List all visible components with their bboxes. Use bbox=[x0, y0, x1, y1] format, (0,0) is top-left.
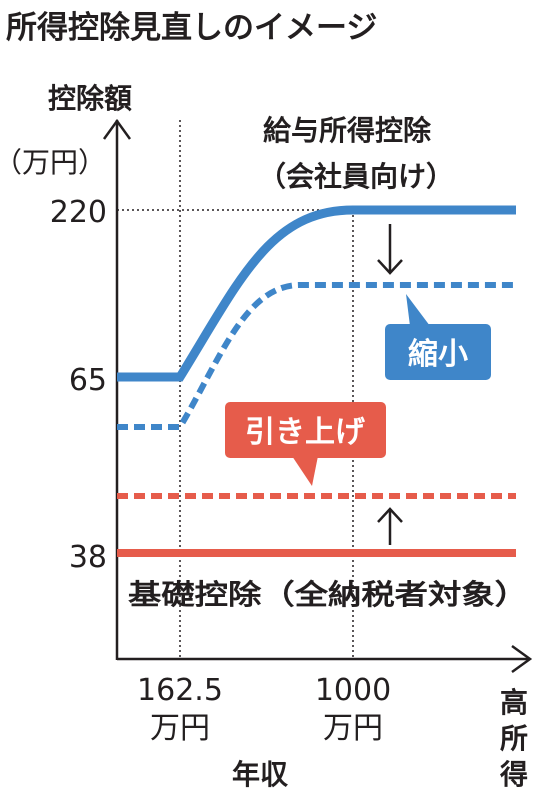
x-right-label-c2: 所 bbox=[500, 722, 528, 755]
x-tick-162-line2: 万円 bbox=[150, 711, 210, 746]
y-tick-65: 65 bbox=[69, 363, 107, 398]
basic-deduction-label: 基礎控除（全納税者対象） bbox=[128, 578, 528, 611]
shrink-badge: 縮小 bbox=[385, 294, 491, 380]
raise-badge: 引き上げ bbox=[225, 402, 386, 486]
x-axis-arrow bbox=[511, 644, 533, 674]
shrink-badge-text: 縮小 bbox=[408, 337, 468, 372]
raise-badge-pointer bbox=[292, 456, 318, 486]
x-tick-1000-line1: 1000 bbox=[315, 673, 391, 708]
page-title: 所得控除見直しのイメージ bbox=[6, 10, 377, 46]
y-tick-220: 220 bbox=[50, 195, 107, 230]
salary-deduction-sublabel: （会社員向け） bbox=[258, 160, 454, 193]
shrink-badge-box bbox=[385, 324, 491, 380]
series-salary-deduction-reduced bbox=[117, 282, 516, 430]
down-arrow-icon bbox=[377, 224, 403, 275]
y-axis-label: 控除額 bbox=[48, 82, 132, 115]
x-axis-label: 年収 bbox=[232, 758, 289, 791]
y-axis-arrow bbox=[102, 118, 132, 140]
axes bbox=[102, 118, 533, 674]
raise-badge-box bbox=[225, 402, 386, 458]
series-salary-deduction-current bbox=[117, 205, 516, 382]
x-tick-1000-line2: 万円 bbox=[323, 711, 383, 746]
x-right-label-c1: 高 bbox=[500, 686, 528, 719]
salary-deduction-label: 給与所得控除 bbox=[263, 114, 432, 147]
up-arrow-icon bbox=[377, 507, 403, 545]
x-right-label-c3: 得 bbox=[499, 758, 528, 791]
raise-badge-text: 引き上げ bbox=[245, 415, 366, 450]
shrink-badge-pointer bbox=[406, 294, 430, 326]
y-axis-unit: （万円） bbox=[0, 146, 106, 179]
x-tick-162-line1: 162.5 bbox=[137, 673, 223, 708]
y-tick-38: 38 bbox=[69, 540, 107, 575]
x-right-label: 高 所 得 bbox=[499, 686, 538, 791]
